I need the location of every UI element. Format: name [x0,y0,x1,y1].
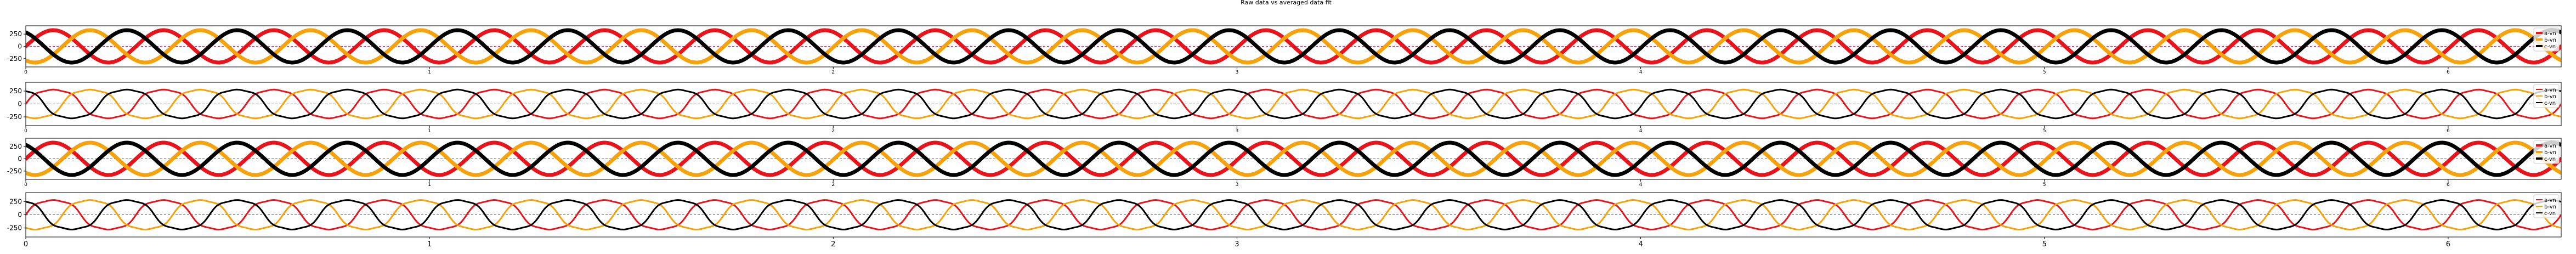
x-tick-label: 1 [427,240,432,249]
x-tick-label: 6 [2446,240,2450,249]
x-tick-label: 3 [1236,70,1239,75]
series-line-b [26,140,2561,177]
legend: a-vnb-vnc-vn [2533,140,2560,164]
series-line-b [26,28,2561,65]
y-tick-label: -250 [7,55,22,63]
y-tick-label: -250 [7,167,22,175]
legend-label-b: b-vn [2544,150,2556,156]
x-tick-label: 6 [2447,128,2450,134]
series-line-a [26,199,2561,230]
series-group [26,199,2561,230]
legend-label-a: a-vn [2544,87,2556,93]
chart-panel-3: -250 0 250 0 1 2 3 4 5 6 a-vnb-vnc-vn [7,138,2562,188]
series-group [26,88,2561,120]
x-tick-label: 0 [24,128,27,134]
y-tick-label: 0 [18,211,22,219]
legend-label-c: c-vn [2544,211,2556,217]
y-tick-label: -250 [7,113,22,121]
series-group [26,28,2561,65]
y-tick-label: 0 [18,43,22,50]
x-tick-label: 2 [831,240,835,249]
series-line-a [26,28,2561,65]
y-tick-label: -250 [7,224,22,232]
x-tick-label: 5 [2042,240,2047,249]
y-tick-label: 250 [9,197,22,205]
legend-label-b: b-vn [2544,204,2556,210]
legend-box [2533,194,2560,218]
chart-panel-1: -250 0 250 0 1 2 3 4 5 6 a-vnb-vnc-vn [7,25,2562,75]
x-tick-label: 1 [428,70,431,75]
x-tick-label: 3 [1236,182,1239,188]
x-tick-label: 4 [1639,128,1643,134]
x-tick-label: 4 [1639,182,1643,188]
legend: a-vnb-vnc-vn [2533,84,2560,108]
x-tick-label: 1 [428,182,431,188]
y-tick-label: 250 [9,143,22,150]
y-tick-label: 250 [9,87,22,95]
legend-label-c: c-vn [2544,156,2556,162]
series-line-c [26,140,2561,177]
legend-label-b: b-vn [2544,94,2556,100]
x-tick-label: 4 [1639,70,1643,75]
x-tick-label: 6 [2447,182,2450,188]
legend-label-c: c-vn [2544,44,2556,50]
x-tick-label: 5 [2043,128,2046,134]
x-tick-label: 6 [2447,70,2450,75]
x-tick-label: 5 [2043,70,2046,75]
x-tick-label: 4 [1638,240,1643,249]
legend-box [2533,84,2560,108]
x-tick-label: 0 [24,70,27,75]
y-tick-label: 0 [18,155,22,163]
series-line-c [26,28,2561,65]
x-tick-label: 1 [428,128,431,134]
x-tick-label: 2 [831,128,835,134]
x-tick-label: 2 [831,70,835,75]
series-line-a [26,88,2561,120]
y-tick-label: 0 [18,100,22,108]
legend-label-a: a-vn [2544,197,2556,204]
series-line-c [26,88,2561,120]
x-tick-label: 5 [2043,182,2046,188]
series-line-a [26,140,2561,177]
x-tick-label: 3 [1235,240,1239,249]
legend: a-vnb-vnc-vn [2533,194,2560,218]
x-tick-label: 3 [1236,128,1239,134]
chart-panel-2: -250 0 250 0 1 2 3 4 5 6 a-vnb-vnc-vn [7,82,2562,134]
legend: a-vnb-vnc-vn [2533,27,2560,52]
x-tick-label: 0 [24,240,28,249]
series-line-c [26,199,2561,230]
legend-label-b: b-vn [2544,37,2556,43]
series-line-b [26,199,2561,230]
y-tick-label: 250 [9,30,22,38]
x-tick-label: 2 [831,182,835,188]
legend-label-a: a-vn [2544,143,2556,149]
chart-title: Raw data vs averaged data fit [1241,0,1332,6]
series-line-b [26,88,2561,120]
legend-label-a: a-vn [2544,31,2556,37]
legend-label-c: c-vn [2544,100,2556,106]
x-tick-label: 0 [24,182,27,188]
series-group [26,140,2561,177]
